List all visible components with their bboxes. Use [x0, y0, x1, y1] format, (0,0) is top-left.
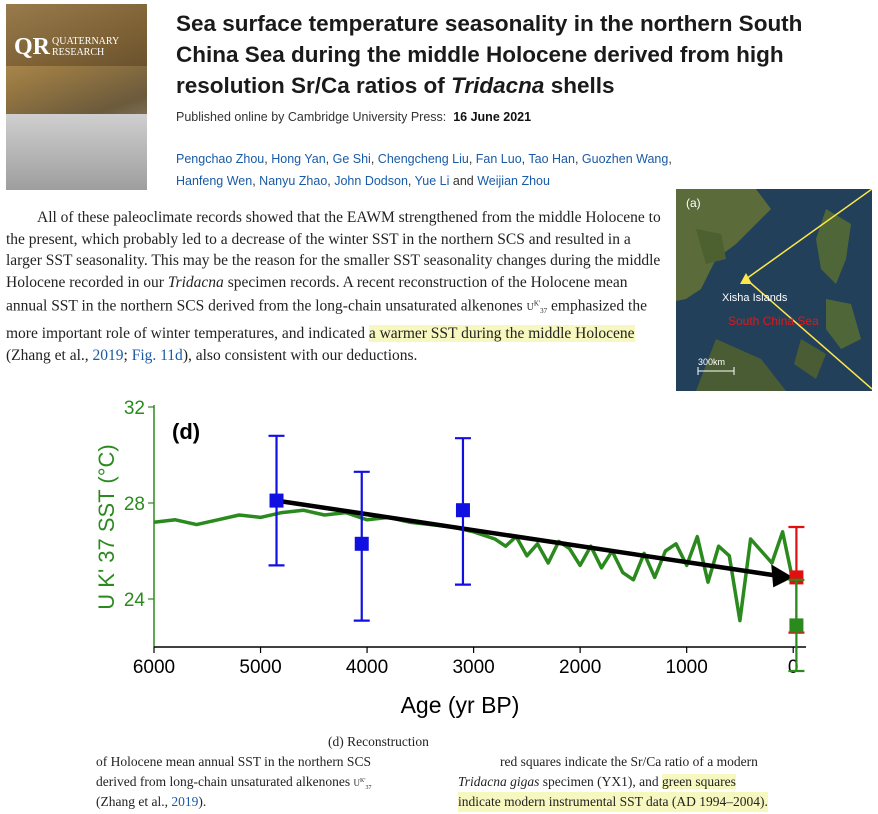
caption-line: red squares indicate the Sr/Ca ratio of … — [500, 754, 758, 769]
caption-line: (Zhang et al., 2019). — [96, 794, 207, 809]
data-point-square — [789, 618, 804, 633]
highlighted-text: a warmer SST during the middle Holocene — [368, 324, 635, 342]
data-point-square — [354, 536, 369, 551]
highlighted-text: indicate modern instrumental SST data (A… — [458, 792, 768, 812]
map-panel-label: (a) — [686, 196, 701, 210]
author-list: Pengchao Zhou, Hong Yan, Ge Shi, Chengch… — [176, 152, 672, 188]
sst-chart: 6000 5000 4000 3000 2000 1000 0 24 28 32 Age (yr B… — [90, 395, 830, 730]
figure-link[interactable]: Fig. 11d — [131, 346, 183, 364]
author-link[interactable]: Hanfeng Wen — [176, 174, 253, 188]
map-sea-label: South China Sea — [728, 314, 819, 328]
highlighted-text: green squares — [661, 774, 736, 789]
map-place-label: Xisha Islands — [722, 292, 788, 304]
x-tick-label: 0 — [788, 657, 799, 678]
publication-date: 16 June 2021 — [453, 110, 532, 124]
author-link[interactable]: John Dodson — [334, 174, 408, 188]
panel-label: (d) — [172, 419, 200, 444]
x-tick-label: 5000 — [239, 657, 281, 678]
x-tick-label: 2000 — [559, 657, 601, 678]
citation-link[interactable]: 2019 — [92, 346, 124, 364]
map-scale-label: 300km — [698, 357, 725, 367]
x-tick-label: 6000 — [133, 657, 175, 678]
alkenone-symbol: UK'37 — [353, 778, 372, 791]
xisha-marker — [740, 273, 752, 284]
data-point-square — [455, 503, 470, 518]
caption-line: of Holocene mean annual SST in the north… — [96, 754, 371, 769]
y-axis-label: U K' 37 SST (°C) — [94, 444, 119, 609]
author-link[interactable]: Yue Li — [414, 174, 450, 188]
y-tick-label: 28 — [124, 494, 145, 515]
author-link[interactable]: Hong Yan — [271, 152, 326, 166]
trend-arrow-head — [771, 564, 794, 588]
author-link[interactable]: Pengchao Zhou — [176, 152, 265, 166]
y-tick-label: 24 — [124, 590, 146, 611]
caption-line: derived from long-chain unsaturated alke… — [96, 774, 372, 791]
author-link[interactable]: Nanyu Zhao — [259, 174, 328, 188]
author-link[interactable]: Guozhen Wang — [581, 152, 669, 166]
body-paragraph: All of these paleoclimate records showed… — [6, 209, 661, 364]
caption-line: (d) Reconstruction — [328, 734, 429, 749]
author-link[interactable]: Chengcheng Liu — [377, 152, 469, 166]
journal-name: QUATERNARY RESEARCH — [52, 36, 119, 58]
publication-line: Published online by Cambridge University… — [176, 110, 532, 124]
journal-logo: QR — [14, 34, 50, 60]
x-axis-label: Age (yr BP) — [401, 692, 520, 718]
author-link[interactable]: Tao Han — [528, 152, 575, 166]
author-link[interactable]: Weijian Zhou — [477, 174, 550, 188]
x-tick-label: 3000 — [452, 657, 494, 678]
alkenone-symbol: UK'37 — [526, 299, 548, 316]
y-tick-label: 32 — [124, 398, 145, 419]
author-link[interactable]: Ge Shi — [332, 152, 371, 166]
journal-cover-image: QR QUATERNARY RESEARCH — [6, 4, 147, 190]
x-tick-label: 1000 — [666, 657, 708, 678]
data-point-square — [269, 493, 284, 508]
citation-link[interactable]: 2019 — [171, 794, 199, 809]
location-map: (a) Xisha Islands South China Sea 300km — [676, 189, 872, 391]
trend-arrow-line — [276, 498, 776, 578]
caption-line: Tridacna gigas specimen (YX1), and green… — [458, 774, 736, 789]
x-tick-label: 4000 — [346, 657, 388, 678]
author-link[interactable]: Fan Luo — [475, 152, 522, 166]
article-title: Sea surface temperature seasonality in t… — [176, 11, 803, 98]
data-point-square — [789, 570, 804, 585]
